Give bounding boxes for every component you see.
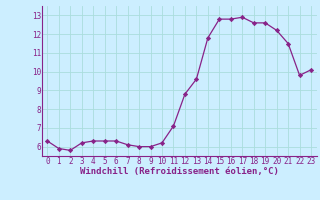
X-axis label: Windchill (Refroidissement éolien,°C): Windchill (Refroidissement éolien,°C) — [80, 167, 279, 176]
